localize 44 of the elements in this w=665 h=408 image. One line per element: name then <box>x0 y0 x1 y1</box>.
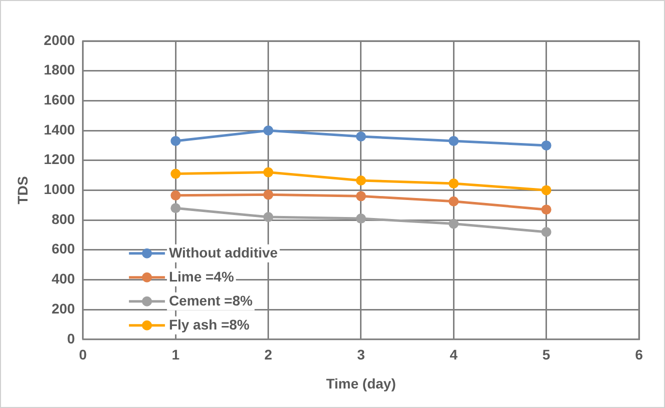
y-tick-label: 800 <box>52 210 76 227</box>
point <box>448 218 459 229</box>
y-axis-title: TDS <box>14 176 30 204</box>
point <box>356 191 366 202</box>
point <box>356 214 366 224</box>
point <box>170 203 181 214</box>
point <box>263 190 274 200</box>
legend-label: Lime =4% <box>168 268 234 284</box>
point <box>170 136 181 146</box>
point <box>263 126 274 136</box>
legend-label: Cement =8% <box>168 292 254 308</box>
point <box>263 212 274 222</box>
x-tick-label: 4 <box>450 346 458 363</box>
y-tick-label: 1200 <box>44 151 76 168</box>
x-axis-title: Time (day) <box>326 375 396 392</box>
point <box>448 196 459 206</box>
y-tick-label: 2000 <box>44 32 76 48</box>
y-tick-label: 200 <box>52 300 76 316</box>
point <box>170 168 181 179</box>
legend-label: Fly ash =8% <box>168 316 250 332</box>
x-tick-label: 5 <box>542 346 550 363</box>
y-tick-label: 1600 <box>44 92 76 108</box>
y-tick-label: 600 <box>52 240 76 257</box>
point <box>541 226 552 237</box>
point <box>356 131 366 142</box>
legend-label: Without additive <box>168 244 278 260</box>
point <box>541 204 552 215</box>
point <box>448 136 459 146</box>
point <box>541 185 552 196</box>
point <box>356 176 366 186</box>
x-tick-label: 6 <box>635 346 644 363</box>
point <box>170 190 181 200</box>
point <box>263 167 274 178</box>
y-tick-label: 1400 <box>44 121 76 138</box>
y-tick-label: 1000 <box>44 181 76 198</box>
x-tick-label: 2 <box>264 346 272 363</box>
x-tick-label: 1 <box>172 346 180 363</box>
point <box>448 178 459 188</box>
y-tick-label: 400 <box>52 270 76 287</box>
x-tick-label: 3 <box>357 346 366 363</box>
point <box>541 140 552 150</box>
y-tick-label: 0 <box>67 330 76 346</box>
x-tick-label: 0 <box>79 346 88 363</box>
y-tick-label: 1800 <box>44 62 76 78</box>
